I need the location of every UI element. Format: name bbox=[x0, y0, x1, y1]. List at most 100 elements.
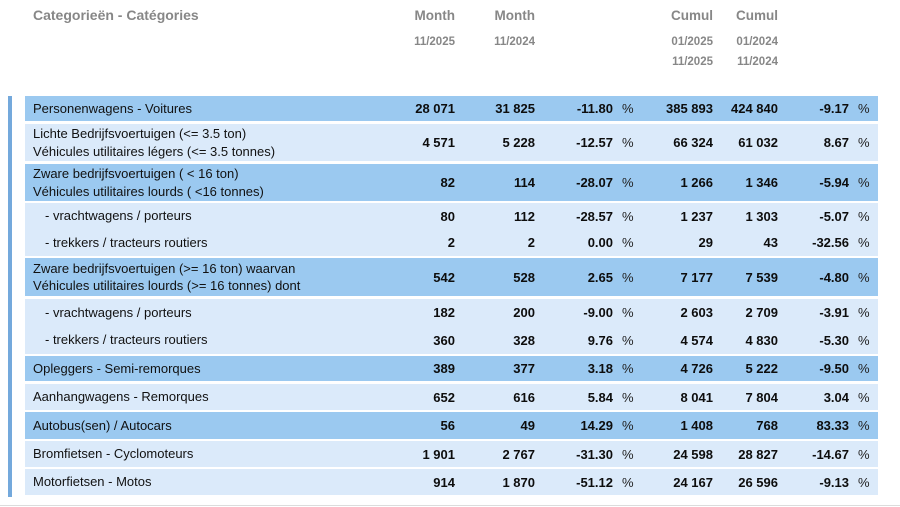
month-current-value: 82 bbox=[440, 175, 455, 190]
row-label: Personenwagens - Voitures bbox=[33, 100, 380, 117]
cumul-previous-value: 4 830 bbox=[745, 332, 778, 348]
row-label-line: Zware bedrijfsvoertuigen ( < 16 ton) bbox=[33, 166, 239, 182]
month-previous-value: 528 bbox=[513, 269, 535, 285]
percent-sign: % bbox=[622, 235, 634, 250]
month-percent-value: -9.00 bbox=[583, 305, 613, 320]
cumul-current-value: 29 bbox=[698, 235, 713, 250]
percent-sign: % bbox=[858, 269, 870, 285]
row-label-line: Véhicules utilitaires lourds ( <16 tonne… bbox=[33, 183, 264, 199]
percent-sign: % bbox=[622, 418, 634, 433]
month-previous-value: 112 bbox=[514, 208, 535, 224]
month-previous-header: Month bbox=[494, 7, 535, 23]
month-previous-value: 49 bbox=[520, 418, 535, 433]
cumul-current-value: 385 893 bbox=[666, 101, 713, 116]
cumul-percent-value: -4.80 bbox=[819, 269, 849, 285]
cumul-previous-value: 1 303 bbox=[745, 208, 778, 224]
month-previous-value: 2 bbox=[527, 235, 535, 250]
row-label-line: Zware bedrijfsvoertuigen (>= 16 ton) waa… bbox=[33, 260, 296, 276]
cumul-current-value: 1 266 bbox=[680, 175, 713, 190]
month-previous-value: 114 bbox=[514, 175, 535, 190]
percent-sign: % bbox=[622, 332, 634, 348]
month-previous-value: 5 228 bbox=[502, 135, 535, 150]
row-label: Zware bedrijfsvoertuigen ( < 16 ton) Véhi… bbox=[33, 165, 380, 199]
row-label: - vrachtwagens / porteurs bbox=[33, 207, 380, 224]
cumul-previous-value: 2 709 bbox=[745, 305, 778, 320]
row-label: - vrachtwagens / porteurs bbox=[33, 304, 380, 321]
row-label: Opleggers - Semi-remorques bbox=[33, 360, 380, 377]
cumul-percent-value: -5.07 bbox=[819, 208, 849, 224]
cumul-previous-value: 1 346 bbox=[745, 175, 778, 190]
month-current-value: 28 071 bbox=[415, 101, 455, 116]
month-current-period: 11/2025 bbox=[414, 36, 455, 48]
percent-sign: % bbox=[858, 135, 870, 150]
month-previous-period: 11/2024 bbox=[494, 36, 535, 48]
category-column-header: Categorieën - Catégories bbox=[33, 7, 199, 23]
cumul-current-value: 2 603 bbox=[680, 305, 713, 320]
cumul-previous-value: 43 bbox=[763, 235, 778, 250]
month-previous-value: 2 767 bbox=[502, 446, 535, 462]
month-previous-value: 328 bbox=[513, 332, 535, 348]
percent-sign: % bbox=[858, 175, 870, 190]
percent-sign: % bbox=[622, 305, 634, 320]
percent-sign: % bbox=[622, 446, 634, 462]
row-label: Autobus(sen) / Autocars bbox=[33, 417, 380, 434]
month-current-value: 56 bbox=[440, 418, 455, 433]
row-label-line: Véhicules utilitaires lourds (>= 16 tonn… bbox=[33, 278, 301, 293]
month-percent-value: -31.30 bbox=[576, 446, 613, 462]
percent-sign: % bbox=[858, 389, 870, 405]
row-label: Bromfietsen - Cyclomoteurs bbox=[33, 445, 380, 462]
cumul-previous-value: 424 840 bbox=[731, 101, 778, 116]
month-percent-value: 3.18 bbox=[587, 361, 613, 376]
month-current-value: 4 571 bbox=[422, 135, 455, 150]
row-label-line: Bromfietsen - Cyclomoteurs bbox=[33, 446, 194, 462]
percent-sign: % bbox=[858, 332, 870, 348]
cumul-percent-value: -9.17 bbox=[819, 101, 849, 116]
percent-sign: % bbox=[858, 361, 870, 376]
month-current-value: 80 bbox=[440, 208, 455, 224]
table-row: - vrachtwagens / porteurs 80 112 -28.57% 1 2… bbox=[25, 203, 878, 229]
month-previous-value: 616 bbox=[513, 389, 535, 405]
cumul-current-value: 7 177 bbox=[680, 269, 713, 285]
row-label-line: Personenwagens - Voitures bbox=[33, 100, 192, 116]
cumul-current-period-from: 01/2025 bbox=[671, 36, 713, 48]
row-label: Zware bedrijfsvoertuigen (>= 16 ton) waa… bbox=[33, 260, 380, 294]
row-label: - trekkers / tracteurs routiers bbox=[33, 234, 380, 251]
cumul-previous-value: 7 804 bbox=[745, 389, 778, 405]
percent-sign: % bbox=[858, 474, 870, 490]
cumul-percent-value: -9.13 bbox=[819, 474, 849, 490]
percent-sign: % bbox=[622, 389, 634, 405]
cumul-current-value: 1 408 bbox=[680, 418, 713, 433]
cumul-previous-period-from: 01/2024 bbox=[736, 36, 778, 48]
table-row: Autobus(sen) / Autocars 56 49 14.29% 1 408 76… bbox=[25, 412, 878, 439]
month-current-header: Month bbox=[414, 7, 455, 23]
cumul-previous-value: 7 539 bbox=[745, 269, 778, 285]
month-previous-value: 200 bbox=[513, 305, 535, 320]
cumul-current-value: 4 726 bbox=[680, 361, 713, 376]
month-current-value: 542 bbox=[433, 269, 455, 285]
cumul-percent-value: -32.56 bbox=[812, 235, 849, 250]
cumul-current-value: 24 598 bbox=[673, 446, 713, 462]
cumul-current-period-to: 11/2025 bbox=[672, 56, 713, 68]
month-percent-value: -28.57 bbox=[576, 208, 613, 224]
month-current-value: 182 bbox=[433, 305, 455, 320]
percent-sign: % bbox=[858, 101, 870, 116]
month-previous-value: 1 870 bbox=[502, 474, 535, 490]
percent-sign: % bbox=[622, 269, 634, 285]
table-row: Zware bedrijfsvoertuigen (>= 16 ton) waa… bbox=[25, 258, 878, 296]
month-previous-value: 31 825 bbox=[495, 101, 535, 116]
table-row: - trekkers / tracteurs routiers 360 328 9.7… bbox=[25, 326, 878, 354]
cumul-percent-value: -14.67 bbox=[812, 446, 849, 462]
row-label-line: Autobus(sen) / Autocars bbox=[33, 417, 172, 433]
page-bottom-divider bbox=[0, 505, 900, 506]
month-current-value: 2 bbox=[447, 235, 455, 250]
cumul-current-value: 66 324 bbox=[673, 135, 713, 150]
cumul-previous-value: 768 bbox=[756, 418, 778, 433]
row-label: - trekkers / tracteurs routiers bbox=[33, 331, 380, 348]
row-label: Aanhangwagens - Remorques bbox=[33, 388, 380, 405]
table-row: Zware bedrijfsvoertuigen ( < 16 ton) Véhi… bbox=[25, 164, 878, 201]
percent-sign: % bbox=[622, 361, 634, 376]
table-row: Motorfietsen - Motos 914 1 870 -51.12% 24 16… bbox=[25, 469, 878, 495]
cumul-current-value: 1 237 bbox=[680, 208, 713, 224]
percent-sign: % bbox=[622, 135, 634, 150]
table-row: - trekkers / tracteurs routiers 2 2 0.00% 29… bbox=[25, 229, 878, 256]
